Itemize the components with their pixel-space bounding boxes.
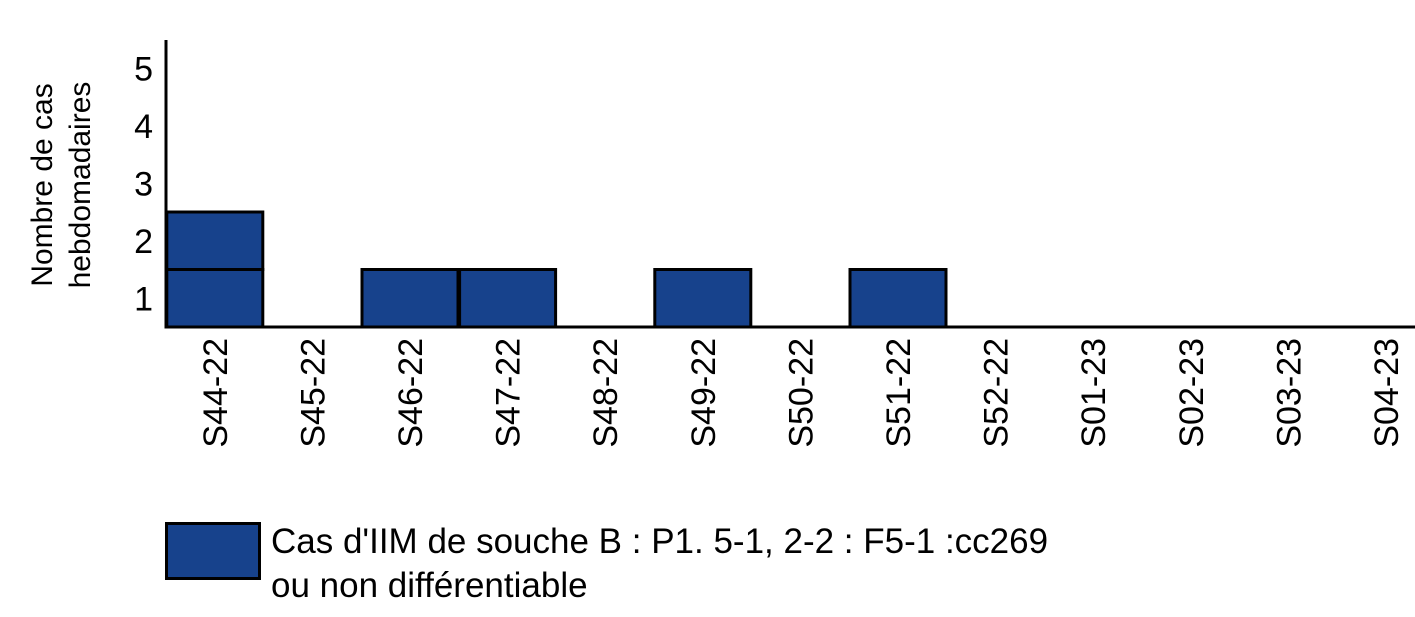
y-axis-title-line: Nombre de cas	[26, 83, 59, 286]
bar-case-block	[653, 268, 753, 329]
legend: Cas d'IIM de souche B : P1. 5-1, 2-2 : F…	[165, 520, 1048, 608]
y-axis-title: Nombre de cas hebdomadaires	[26, 82, 97, 289]
x-tick-label: S44-22	[197, 338, 235, 448]
x-tick-label: S45-22	[294, 338, 332, 448]
bars	[165, 210, 948, 329]
x-tick-label: S46-22	[392, 338, 430, 448]
x-tick-label: S48-22	[587, 338, 625, 448]
x-tick-label: S50-22	[782, 338, 820, 448]
legend-swatch	[165, 522, 261, 580]
x-tick-label: S03-23	[1270, 338, 1308, 448]
x-tick-label: S02-23	[1173, 338, 1211, 448]
y-tick-label: 3	[134, 165, 153, 203]
bar-case-block	[848, 268, 948, 329]
x-tick-label: S51-22	[880, 338, 918, 448]
bar-case-block	[165, 268, 265, 329]
legend-label: Cas d'IIM de souche B : P1. 5-1, 2-2 : F…	[271, 520, 1048, 608]
x-axis-ticks: S44-22 S45-22 S46-22 S47-22 S48-22 S49-22 S50-…	[197, 338, 1406, 448]
x-tick-label: S47-22	[490, 338, 528, 448]
y-tick-label: 2	[134, 223, 153, 261]
y-tick-label: 5	[134, 50, 153, 88]
bar-case-block	[360, 268, 460, 329]
legend-label-line1: Cas d'IIM de souche B : P1. 5-1, 2-2 : F…	[271, 522, 1049, 561]
x-tick-label: S01-23	[1075, 338, 1113, 448]
x-tick-label: S04-23	[1368, 338, 1406, 448]
legend-label-line2: ou non différentiable	[271, 566, 588, 605]
x-tick-label: S49-22	[685, 338, 723, 448]
y-axis-ticks: 1 2 3 4 5	[134, 50, 153, 318]
y-tick-label: 4	[134, 108, 153, 146]
bar-case-block	[458, 268, 558, 329]
y-axis-title-line: hebdomadaires	[64, 82, 97, 289]
y-tick-label: 1	[134, 280, 153, 318]
x-tick-label: S52-22	[978, 338, 1016, 448]
bar-case-block	[165, 210, 265, 271]
